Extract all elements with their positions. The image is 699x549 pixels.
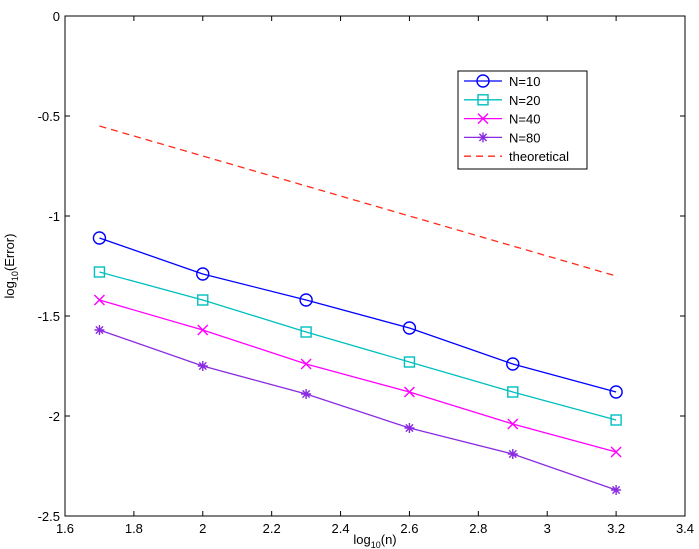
data-point	[507, 418, 519, 430]
data-point	[92, 231, 107, 245]
plot-area	[65, 16, 685, 516]
data-point	[196, 267, 210, 281]
y-axis-label: log10(Error)	[2, 234, 20, 299]
data-point	[609, 385, 623, 399]
data-point	[507, 386, 519, 398]
y-tick-label: -1	[48, 209, 60, 224]
data-point	[402, 321, 417, 335]
data-point	[93, 266, 106, 278]
data-point	[197, 294, 209, 306]
legend-marker	[476, 74, 490, 88]
series-line-n-40	[99, 299, 617, 453]
x-tick-label: 3.4	[676, 521, 694, 536]
series-line-n-80	[99, 329, 617, 491]
x-tick-label: 2.6	[400, 521, 418, 536]
series-line-n-20	[99, 271, 617, 421]
data-point	[610, 414, 622, 426]
x-tick-label: 3	[544, 521, 551, 536]
data-point	[300, 358, 312, 370]
data-point	[299, 293, 313, 307]
data-point	[301, 389, 312, 399]
y-tick-label: -1.5	[38, 309, 60, 324]
plot-frame	[64, 15, 686, 517]
data-point	[404, 423, 415, 433]
legend-label: N=40	[509, 112, 540, 127]
data-point	[507, 449, 518, 459]
legend-box	[457, 70, 588, 170]
data-point	[611, 485, 622, 495]
legend-marker	[477, 113, 489, 125]
x-tick-label: 2.2	[263, 521, 281, 536]
y-tick-label: -0.5	[38, 109, 60, 124]
data-point	[197, 324, 209, 336]
legend-marker	[478, 132, 488, 143]
ticks: 1.6 1.8 2 2.2 2.4 2.6 2.8 3 3.2 3.4 0 -0.5 -1 -1.5 -2 -…	[38, 9, 694, 536]
x-tick-label: 3.2	[607, 521, 625, 536]
x-tick-label: 2.8	[469, 521, 487, 536]
legend-label: N=10	[509, 74, 540, 89]
series-layer	[92, 125, 623, 495]
legend-label: N=20	[509, 93, 540, 108]
data-point	[93, 294, 105, 306]
data-point	[197, 361, 208, 371]
y-tick-label: -2	[48, 409, 60, 424]
x-axis-label: log10(n)	[353, 532, 396, 549]
data-point	[403, 386, 415, 398]
x-tick-label: 2	[199, 521, 206, 536]
data-point	[300, 326, 312, 338]
series-line-theoretical	[99, 125, 617, 277]
data-point	[403, 356, 416, 368]
legend-label: N=80	[509, 130, 540, 145]
legend: N=10 N=20 N=40 N=80 theoretical	[457, 70, 588, 170]
series-line-n-10	[99, 237, 617, 393]
data-point	[94, 325, 105, 335]
x-tick-label: 1.8	[125, 521, 143, 536]
x-tick-label: 1.6	[56, 521, 74, 536]
data-point	[506, 357, 520, 371]
data-point	[610, 446, 622, 458]
legend-label: theoretical	[509, 149, 569, 164]
x-tick-label: 2.4	[332, 521, 350, 536]
y-tick-label: 0	[53, 9, 60, 24]
y-tick-label: -2.5	[38, 509, 60, 524]
legend-marker	[477, 94, 489, 106]
